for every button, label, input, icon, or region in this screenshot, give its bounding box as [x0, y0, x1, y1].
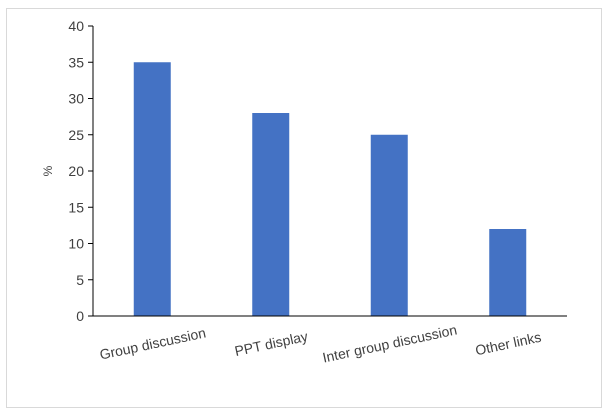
bars-group [133, 62, 527, 316]
x-category-label: Group discussion [98, 324, 207, 362]
y-tick-label: 5 [76, 272, 84, 288]
y-tick-label: 30 [68, 91, 84, 107]
y-tick-label: 35 [68, 54, 84, 70]
bar-2 [370, 134, 408, 316]
y-axis: 0 5 10 15 20 25 30 35 40 [68, 18, 94, 324]
y-tick-label: 0 [76, 308, 84, 324]
y-tick-label: 15 [68, 199, 84, 215]
bar-1 [252, 113, 290, 316]
bar-3 [489, 229, 527, 316]
bar-0 [133, 62, 171, 316]
x-category-label: Other links [474, 329, 543, 359]
y-axis-title: % [41, 165, 55, 176]
y-tick-label: 40 [68, 18, 84, 34]
x-category-label: PPT display [233, 328, 309, 359]
y-tick-label: 20 [68, 163, 84, 179]
y-tick-label: 10 [68, 236, 84, 252]
x-axis: Group discussion PPT display Inter group d… [93, 315, 567, 366]
y-tick-label: 25 [68, 127, 84, 143]
chart-frame [6, 8, 602, 408]
x-category-label: Inter group discussion [321, 321, 458, 365]
